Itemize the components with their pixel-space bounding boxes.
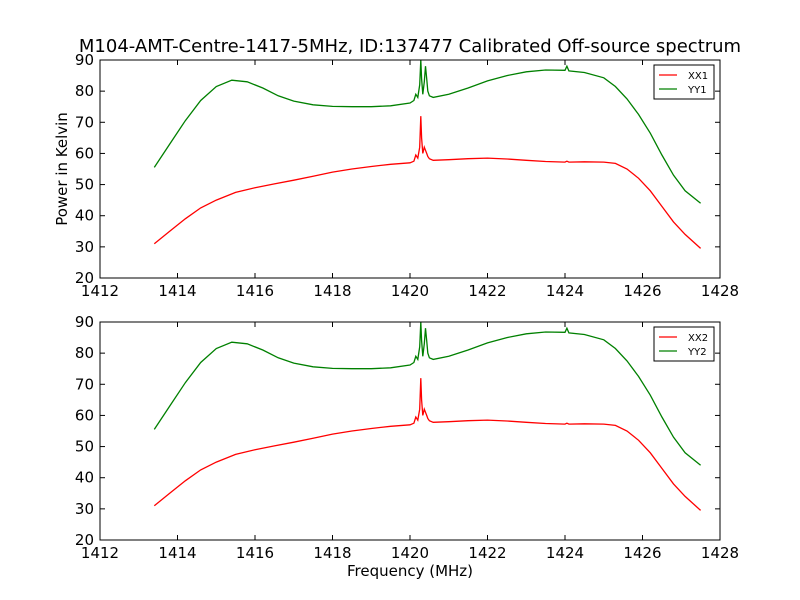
top-x-tick-label: 1416 — [236, 282, 274, 300]
bottom-x-tick-label: 1424 — [546, 544, 584, 562]
bottom-x-tick-label: 1422 — [468, 544, 506, 562]
bottom-y-tick-label: 40 — [75, 469, 94, 487]
bottom-x-tick-label: 1418 — [313, 544, 351, 562]
bottom-y-tick-label: 80 — [75, 344, 94, 362]
bottom-legend-label-xx2: XX2 — [688, 333, 708, 344]
top-x-tick-label: 1426 — [623, 282, 661, 300]
bottom-x-tick-label: 1414 — [158, 544, 196, 562]
bottom-x-tick-label: 1416 — [236, 544, 274, 562]
top-y-tick-label: 40 — [75, 207, 94, 225]
top-y-tick-label: 70 — [75, 113, 94, 131]
bottom-y-tick-label: 90 — [75, 313, 94, 331]
top-x-tick-label: 1424 — [546, 282, 584, 300]
top-x-tick-label: 1414 — [158, 282, 196, 300]
top-legend-label-xx1: XX1 — [688, 71, 708, 82]
bottom-panel: 1412 1414 1416 1418 1420 1422 1424 1426 1428 20 30… — [75, 313, 739, 562]
top-panel: 1412 1414 1416 1418 1420 1422 1424 1426 1428 20 30… — [75, 51, 739, 300]
top-x-tick-label: 1412 — [81, 282, 119, 300]
top-y-tick-label: 50 — [75, 176, 94, 194]
top-x-tick-label: 1428 — [701, 282, 739, 300]
top-x-tick-label: 1420 — [391, 282, 429, 300]
bottom-y-tick-label: 60 — [75, 406, 94, 424]
top-series-line-yy1 — [153, 59, 702, 204]
top-series-line-xx1 — [153, 116, 702, 249]
top-y-tick-label: 90 — [75, 51, 94, 69]
top-y-tick-label: 20 — [75, 269, 94, 287]
top-x-tick-label: 1422 — [468, 282, 506, 300]
y-axis-label: Power in Kelvin — [53, 112, 71, 226]
x-axis-label: Frequency (MHz) — [347, 562, 473, 580]
bottom-series-line-xx2 — [153, 378, 702, 511]
bottom-series-line-yy2 — [153, 321, 702, 466]
bottom-x-tick-label: 1426 — [623, 544, 661, 562]
top-legend-label-yy1: YY1 — [687, 85, 707, 96]
top-y-tick-label: 30 — [75, 238, 94, 256]
top-legend-box — [653, 64, 715, 100]
bottom-x-tick-label: 1420 — [391, 544, 429, 562]
bottom-legend-box — [653, 326, 715, 362]
figure-title: M104-AMT-Centre-1417-5MHz, ID:137477 Cal… — [79, 36, 741, 57]
top-y-tick-label: 80 — [75, 82, 94, 100]
top-x-tick-label: 1418 — [313, 282, 351, 300]
bottom-y-tick-label: 70 — [75, 375, 94, 393]
bottom-y-tick-label: 50 — [75, 438, 94, 456]
bottom-y-tick-label: 30 — [75, 500, 94, 518]
top-y-tick-label: 60 — [75, 144, 94, 162]
bottom-legend-label-yy2: YY2 — [687, 347, 707, 358]
bottom-x-tick-label: 1428 — [701, 544, 739, 562]
bottom-y-tick-label: 20 — [75, 531, 94, 549]
bottom-x-tick-label: 1412 — [81, 544, 119, 562]
